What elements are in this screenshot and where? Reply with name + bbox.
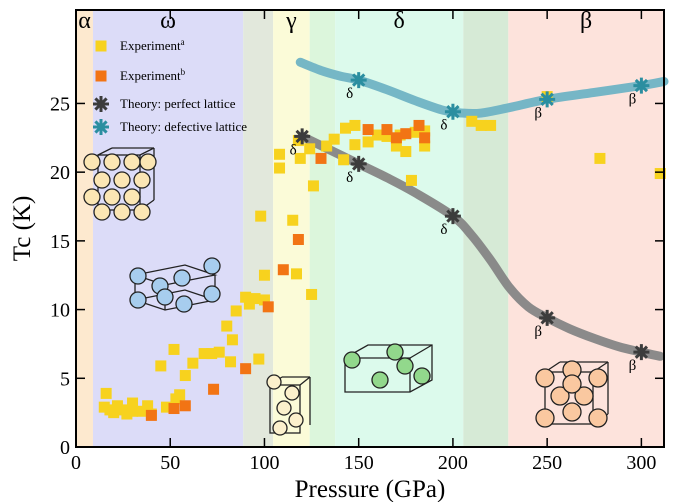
data-point (363, 124, 374, 135)
point-label: δ (346, 86, 353, 102)
data-point (291, 268, 302, 279)
data-point (146, 410, 157, 421)
data-point (180, 370, 191, 381)
phase-label: α (78, 8, 91, 34)
y-tick-label: 10 (50, 300, 70, 322)
data-point (414, 120, 425, 131)
point-label: δ (346, 170, 353, 186)
data-point (293, 234, 304, 245)
data-point (400, 128, 411, 139)
data-point (274, 163, 285, 174)
data-point (391, 132, 402, 143)
x-tick-label: 200 (438, 452, 468, 474)
y-tick-label: 20 (50, 162, 70, 184)
point-label: β (629, 92, 637, 108)
data-point (180, 400, 191, 411)
data-point (255, 211, 266, 222)
data-point (253, 354, 264, 365)
legend-marker (93, 119, 109, 135)
data-point (240, 363, 251, 374)
data-point (101, 388, 112, 399)
data-point (227, 334, 238, 345)
point-label: β (534, 324, 542, 340)
data-point (274, 149, 285, 160)
chart: δ δ δ β β δ δ β β (0, 0, 676, 502)
data-point (400, 146, 411, 157)
point-label: δ (290, 142, 297, 158)
data-point (263, 301, 274, 312)
y-tick-label: 25 (50, 93, 70, 115)
legend-label: Experimenta (120, 37, 185, 53)
x-tick-label: 100 (249, 452, 279, 474)
x-axis-title: Pressure (GPa) (295, 476, 446, 502)
data-point (250, 293, 261, 304)
data-point (363, 136, 374, 147)
legend-superscript: a (181, 37, 185, 47)
x-tick-label: 300 (626, 452, 656, 474)
data-point (308, 180, 319, 191)
y-axis-title: Tc (K) (9, 196, 36, 262)
data-point (287, 215, 298, 226)
phase-label: δ (394, 8, 405, 34)
data-point (338, 154, 349, 165)
data-point (187, 358, 198, 369)
legend-label: Experimentb (120, 67, 186, 83)
phase-label: β (580, 8, 592, 34)
legend-name: Experiment (120, 68, 181, 83)
point-label: β (534, 105, 542, 121)
legend-superscript: b (181, 67, 186, 77)
x-tick-label: 50 (160, 452, 180, 474)
y-tick-label: 5 (60, 368, 70, 390)
data-point (214, 347, 225, 358)
data-point (278, 264, 289, 275)
point-label: β (629, 358, 637, 374)
legend-marker (93, 96, 109, 112)
data-point (306, 289, 317, 300)
legend-name: Experiment (120, 38, 181, 53)
data-point (316, 153, 327, 164)
x-tick-label: 250 (532, 452, 562, 474)
point-label: δ (440, 118, 447, 134)
data-point (155, 360, 166, 371)
phase-region (508, 10, 664, 447)
data-point (485, 120, 496, 131)
legend-label: Theory: defective lattice (120, 119, 247, 134)
data-point (340, 123, 351, 134)
legend-label: Theory: perfect lattice (120, 96, 236, 111)
point-label: δ (440, 222, 447, 238)
data-point (304, 143, 315, 154)
legend-name: Theory: perfect lattice (120, 96, 236, 111)
data-point (349, 120, 360, 131)
data-point (221, 321, 232, 332)
data-point (419, 132, 430, 143)
data-point (349, 139, 360, 150)
data-point (208, 384, 219, 395)
phase-label: γ (285, 8, 297, 34)
phase-region (76, 10, 93, 447)
data-point (476, 120, 487, 131)
data-point (169, 403, 180, 414)
data-point (174, 389, 185, 400)
legend-name: Theory: defective lattice (120, 119, 247, 134)
legend-marker (96, 41, 107, 52)
y-tick-label: 15 (50, 231, 70, 253)
legend-marker (96, 71, 107, 82)
data-point (372, 130, 383, 141)
data-point (259, 270, 270, 281)
y-tick-label: 0 (60, 437, 70, 459)
data-point (231, 305, 242, 316)
data-point (329, 134, 340, 145)
data-point (127, 398, 138, 409)
data-point (406, 175, 417, 186)
x-tick-label: 0 (71, 452, 81, 474)
data-point (466, 116, 477, 127)
data-point (381, 124, 392, 135)
x-tick-label: 150 (344, 452, 374, 474)
data-point (169, 344, 180, 355)
data-point (225, 356, 236, 367)
phase-label: ω (160, 8, 176, 34)
data-point (594, 153, 605, 164)
